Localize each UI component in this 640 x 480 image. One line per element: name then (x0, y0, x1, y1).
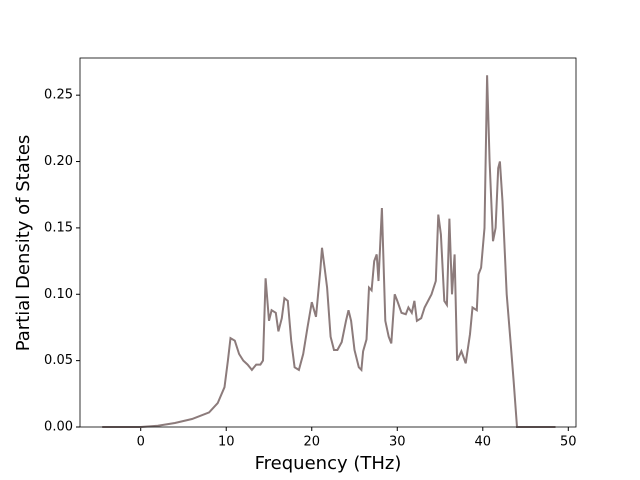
y-tick-label: 0.15 (44, 220, 73, 235)
x-tick-label: 30 (389, 435, 406, 450)
data-line (102, 75, 556, 428)
x-tick-label: 10 (218, 435, 235, 450)
y-tick-label: 0.25 (44, 88, 73, 103)
x-tick-label: 50 (560, 435, 577, 450)
y-tick-label: 0.20 (44, 154, 73, 169)
x-axis-label: Frequency (THz) (255, 453, 402, 474)
y-tick-label: 0.00 (44, 420, 73, 435)
y-axis-label: Partial Density of States (13, 135, 34, 352)
plot-frame (79, 57, 577, 428)
y-tick-label: 0.10 (44, 287, 73, 302)
x-tick-label: 20 (303, 435, 320, 450)
x-tick-label: 0 (137, 435, 145, 450)
y-tick-label: 0.05 (44, 353, 73, 368)
x-tick-label: 40 (475, 435, 492, 450)
